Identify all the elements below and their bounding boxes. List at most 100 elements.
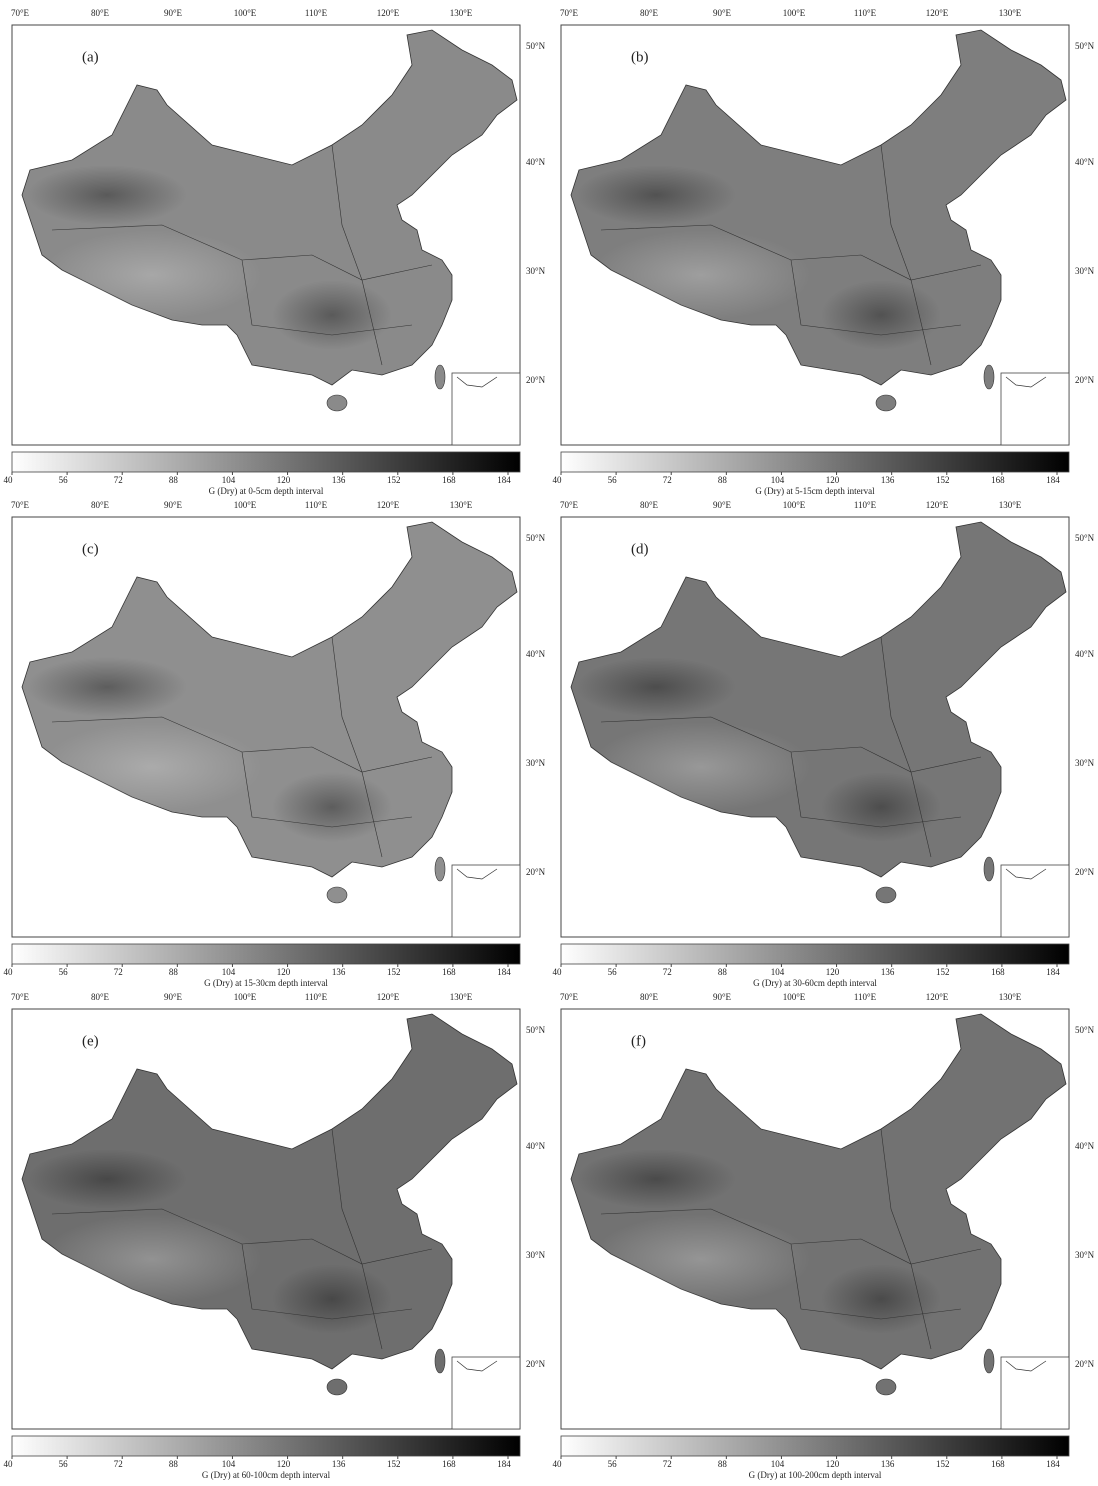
latitude-label: 50°N — [526, 533, 546, 543]
colorbar-tick-label: 40 — [553, 967, 563, 977]
colorbar — [561, 1436, 1069, 1456]
longitude-label: 130°E — [999, 8, 1022, 18]
island — [984, 365, 994, 389]
colorbar-tick-label: 168 — [991, 475, 1005, 485]
inset-frame — [1001, 865, 1069, 937]
colorbar-tick-label: 104 — [222, 475, 236, 485]
latitude-label: 20°N — [526, 375, 546, 385]
colorbar-tick-label: 152 — [387, 475, 401, 485]
colorbar-tick-label: 40 — [553, 475, 563, 485]
colorbar — [561, 944, 1069, 964]
colorbar-tick-label: 184 — [497, 475, 511, 485]
longitude-label: 90°E — [713, 992, 732, 1002]
colorbar-caption: G (Dry) at 5-15cm depth interval — [755, 486, 875, 496]
latitude-label: 30°N — [1075, 758, 1095, 768]
colorbar-tick-label: 88 — [169, 1459, 179, 1469]
longitude-label: 90°E — [164, 8, 183, 18]
panel-label: (c) — [82, 541, 99, 557]
latitude-label: 40°N — [1075, 157, 1095, 167]
island — [435, 1349, 445, 1373]
shading — [27, 657, 187, 717]
panel-label: (a) — [82, 49, 99, 65]
colorbar — [561, 452, 1069, 472]
latitude-label: 40°N — [526, 649, 546, 659]
colorbar-tick-label: 104 — [222, 1459, 236, 1469]
latitude-label: 50°N — [1075, 533, 1095, 543]
colorbar-caption: G (Dry) at 60-100cm depth interval — [202, 1470, 331, 1480]
island — [327, 887, 347, 903]
colorbar-tick-label: 152 — [936, 967, 950, 977]
latitude-label: 30°N — [526, 1250, 546, 1260]
longitude-label: 70°E — [560, 500, 579, 510]
longitude-label: 130°E — [999, 992, 1022, 1002]
longitude-label: 80°E — [640, 500, 659, 510]
colorbar-tick-label: 104 — [771, 967, 785, 977]
inset-frame — [1001, 1357, 1069, 1429]
shading — [272, 772, 392, 842]
map-panel: 70°E80°E90°E100°E110°E120°E130°E50°N40°N… — [553, 500, 1095, 988]
colorbar-tick-label: 56 — [59, 967, 69, 977]
latitude-label: 20°N — [1075, 1359, 1095, 1369]
colorbar-tick-label: 72 — [663, 1459, 672, 1469]
figure: 70°E 80°E 90°E 100°E 110°E 120°E 130°E 50°N 40°N… — [0, 0, 1098, 1486]
colorbar-tick-label: 56 — [608, 1459, 618, 1469]
shading — [591, 230, 811, 320]
map-panel: 70°E80°E90°E100°E110°E120°E130°E50°N40°N… — [553, 992, 1095, 1480]
shading — [591, 1214, 811, 1304]
colorbar-tick-label: 104 — [771, 1459, 785, 1469]
colorbar-tick-label: 88 — [718, 967, 728, 977]
longitude-label: 120°E — [377, 8, 400, 18]
island — [876, 887, 896, 903]
island — [876, 395, 896, 411]
colorbar-tick-label: 104 — [771, 475, 785, 485]
panel-label: (b) — [631, 49, 649, 65]
longitude-label: 100°E — [234, 500, 257, 510]
colorbar — [12, 1436, 520, 1456]
colorbar-caption: G (Dry) at 15-30cm depth interval — [204, 978, 328, 988]
island — [984, 857, 994, 881]
colorbar-caption: G (Dry) at 30-60cm depth interval — [753, 978, 877, 988]
colorbar-tick-label: 40 — [4, 967, 14, 977]
longitude-label: 80°E — [91, 500, 110, 510]
panel-label: (f) — [631, 1033, 646, 1049]
inset-frame — [452, 373, 520, 445]
longitude-label: 110°E — [305, 500, 328, 510]
longitude-label: 80°E — [640, 992, 659, 1002]
latitude-label: 50°N — [1075, 1025, 1095, 1035]
inset-frame — [452, 865, 520, 937]
longitude-label: 70°E — [560, 8, 579, 18]
colorbar-tick-label: 184 — [497, 1459, 511, 1469]
colorbar-tick-label: 184 — [1046, 1459, 1060, 1469]
longitude-label: 90°E — [164, 992, 183, 1002]
colorbar-tick-label: 40 — [553, 1459, 563, 1469]
shading — [27, 1149, 187, 1209]
colorbar-tick-label: 56 — [608, 967, 618, 977]
longitude-label: 120°E — [926, 8, 949, 18]
latitude-label: 30°N — [1075, 266, 1095, 276]
longitude-label: 100°E — [783, 8, 806, 18]
longitude-label: 110°E — [854, 992, 877, 1002]
colorbar-tick-label: 184 — [1046, 967, 1060, 977]
colorbar-tick-label: 136 — [332, 967, 346, 977]
latitude-label: 40°N — [1075, 649, 1095, 659]
longitude-label: 120°E — [377, 500, 400, 510]
colorbar-tick-label: 72 — [114, 475, 123, 485]
longitude-label: 130°E — [450, 500, 473, 510]
colorbar-tick-label: 168 — [991, 967, 1005, 977]
shading — [821, 772, 941, 842]
shading — [821, 1264, 941, 1334]
colorbar-tick-label: 184 — [1046, 475, 1060, 485]
colorbar-tick-label: 168 — [442, 475, 456, 485]
latitude-label: 50°N — [526, 1025, 546, 1035]
colorbar-tick-label: 168 — [991, 1459, 1005, 1469]
colorbar-tick-label: 56 — [59, 475, 69, 485]
latitude-label: 40°N — [526, 1141, 546, 1151]
longitude-label: 120°E — [377, 992, 400, 1002]
shading — [42, 722, 262, 812]
inset-frame — [1001, 373, 1069, 445]
colorbar-tick-label: 168 — [442, 967, 456, 977]
colorbar-tick-label: 72 — [114, 967, 123, 977]
longitude-label: 120°E — [926, 992, 949, 1002]
